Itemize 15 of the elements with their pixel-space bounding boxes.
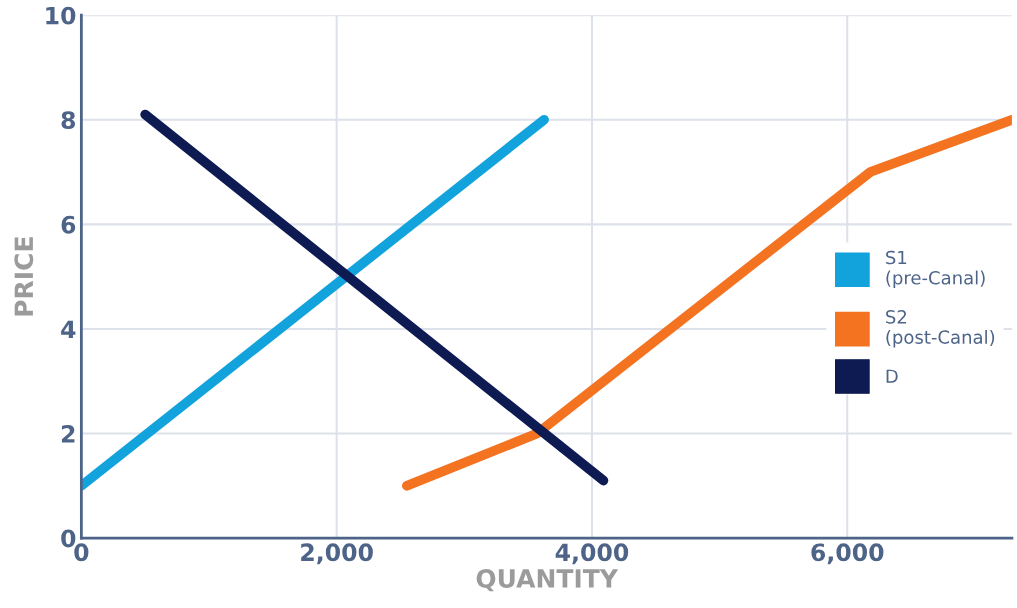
y-tick-label: 0 (61, 529, 76, 548)
y-tick-label: 2 (61, 424, 75, 443)
y-tick-label: 6 (61, 215, 76, 234)
y-tick-label: 8 (61, 111, 76, 130)
legend-label: D (886, 369, 898, 383)
x-tick-label: 4,000 (555, 543, 629, 565)
y-tick-label: 10 (46, 6, 76, 25)
y-tick-label: 4 (61, 320, 76, 338)
legend-label: S1 (pre-Canal) (886, 250, 985, 289)
x-axis-title: QUANTITY (476, 569, 619, 592)
y-axis-title: PRICE (14, 237, 34, 316)
x-tick-label: 2,000 (301, 543, 373, 565)
x-tick-label: 6,000 (811, 543, 884, 565)
legend-label: S2 (post-Canal) (886, 310, 995, 348)
x-tick-label: 0 (74, 543, 89, 562)
